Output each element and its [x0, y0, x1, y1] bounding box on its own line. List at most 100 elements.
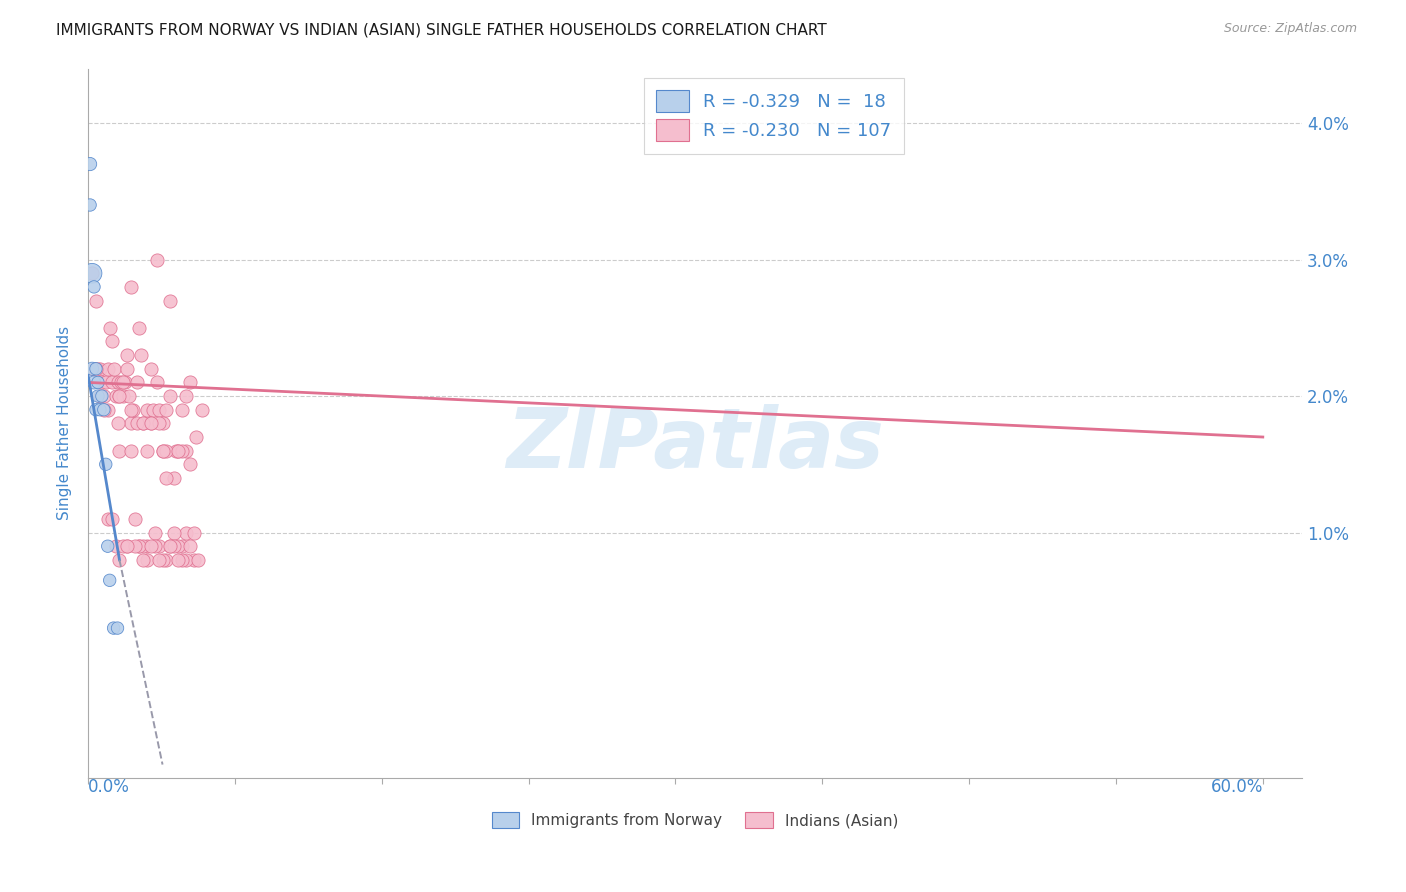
Point: [167, 539, 190, 553]
Point: [172, 553, 194, 567]
Point: [124, 512, 146, 526]
Point: [129, 348, 152, 362]
Point: [179, 539, 201, 553]
Point: [155, 471, 177, 485]
Text: 60.0%: 60.0%: [1211, 778, 1263, 797]
Point: [100, 376, 122, 390]
Point: [84, 293, 107, 308]
Point: [112, 376, 135, 390]
Point: [127, 417, 149, 431]
Point: [159, 293, 181, 308]
Point: [135, 443, 157, 458]
Point: [79, 157, 101, 171]
Point: [97, 512, 120, 526]
Point: [90, 376, 112, 390]
Point: [107, 417, 129, 431]
Point: [124, 539, 146, 553]
Point: [117, 361, 139, 376]
Text: Source: ZipAtlas.com: Source: ZipAtlas.com: [1223, 22, 1357, 36]
Point: [155, 443, 177, 458]
Point: [128, 539, 150, 553]
Point: [179, 376, 201, 390]
Point: [103, 361, 125, 376]
Point: [94, 458, 117, 472]
Point: [163, 525, 186, 540]
Y-axis label: Single Father Households: Single Father Households: [58, 326, 72, 520]
Point: [79, 198, 101, 212]
Point: [142, 402, 165, 417]
Point: [128, 321, 150, 335]
Point: [112, 389, 135, 403]
Legend: Immigrants from Norway, Indians (Asian): Immigrants from Norway, Indians (Asian): [485, 806, 904, 834]
Point: [80, 266, 103, 280]
Point: [122, 402, 145, 417]
Point: [104, 539, 127, 553]
Point: [143, 525, 166, 540]
Point: [172, 539, 194, 553]
Point: [139, 417, 162, 431]
Point: [117, 539, 139, 553]
Point: [183, 553, 205, 567]
Point: [93, 389, 115, 403]
Point: [108, 553, 131, 567]
Point: [127, 376, 149, 390]
Point: [179, 458, 201, 472]
Point: [107, 376, 129, 390]
Point: [108, 389, 131, 403]
Point: [165, 443, 187, 458]
Point: [132, 553, 155, 567]
Point: [152, 443, 174, 458]
Point: [97, 402, 120, 417]
Point: [87, 361, 110, 376]
Point: [89, 389, 111, 403]
Point: [93, 402, 115, 417]
Point: [152, 417, 174, 431]
Point: [83, 280, 105, 294]
Point: [167, 553, 190, 567]
Point: [128, 539, 150, 553]
Point: [148, 402, 170, 417]
Point: [163, 539, 186, 553]
Point: [135, 553, 157, 567]
Point: [159, 539, 181, 553]
Point: [145, 252, 167, 267]
Point: [80, 361, 103, 376]
Point: [148, 417, 170, 431]
Point: [93, 402, 115, 417]
Point: [84, 361, 107, 376]
Point: [174, 443, 197, 458]
Point: [112, 539, 135, 553]
Point: [107, 621, 129, 635]
Point: [120, 443, 142, 458]
Point: [132, 417, 155, 431]
Point: [167, 443, 190, 458]
Point: [89, 402, 111, 417]
Point: [108, 443, 131, 458]
Point: [152, 553, 174, 567]
Point: [143, 539, 166, 553]
Point: [174, 525, 197, 540]
Point: [120, 280, 142, 294]
Point: [132, 417, 155, 431]
Point: [98, 321, 121, 335]
Point: [163, 471, 186, 485]
Point: [117, 539, 139, 553]
Point: [103, 621, 125, 635]
Point: [172, 443, 194, 458]
Point: [139, 361, 162, 376]
Point: [132, 539, 155, 553]
Point: [104, 389, 127, 403]
Point: [174, 553, 197, 567]
Point: [97, 539, 120, 553]
Point: [120, 402, 142, 417]
Point: [148, 553, 170, 567]
Point: [100, 334, 122, 349]
Point: [120, 417, 142, 431]
Point: [118, 389, 141, 403]
Point: [187, 553, 209, 567]
Point: [114, 376, 136, 390]
Text: 0.0%: 0.0%: [89, 778, 129, 797]
Point: [84, 402, 107, 417]
Point: [159, 539, 181, 553]
Point: [83, 376, 105, 390]
